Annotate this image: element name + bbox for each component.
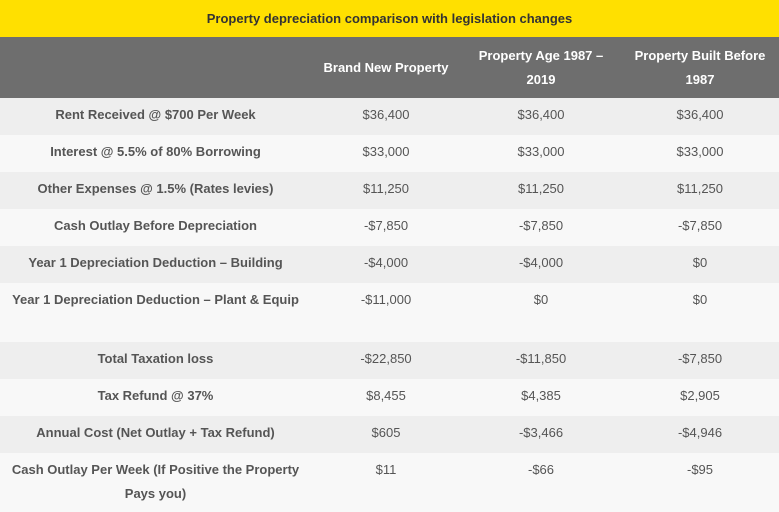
- table-row: Annual Cost (Net Outlay + Tax Refund) $6…: [0, 416, 779, 453]
- cell-brand-new: -$22,850: [360, 351, 412, 366]
- table-row: Interest @ 5.5% of 80% Borrowing $33,000…: [0, 135, 779, 172]
- header-blank: [0, 37, 311, 98]
- header-row: Brand New Property Property Age 1987 – 2…: [0, 37, 779, 98]
- cell-age-1987-2019: $4,385: [521, 388, 561, 403]
- header-brand-new: Brand New Property: [311, 37, 461, 98]
- cell-before-1987: -$95: [686, 462, 714, 477]
- cell-before-1987: -$4,946: [677, 425, 723, 440]
- row-label: Tax Refund @ 37%: [97, 388, 214, 403]
- table-row: Year 1 Depreciation Deduction – Building…: [0, 246, 779, 283]
- cell-brand-new: -$11,000: [360, 292, 412, 307]
- row-label: Annual Cost (Net Outlay + Tax Refund): [36, 425, 275, 440]
- table-row: Cash Outlay Before Depreciation -$7,850 …: [0, 209, 779, 246]
- header-before-1987: Property Built Before 1987: [621, 37, 779, 98]
- table-body: Rent Received @ $700 Per Week $36,400 $3…: [0, 98, 779, 512]
- row-label: Cash Outlay Per Week (If Positive the Pr…: [11, 462, 300, 501]
- cell-age-1987-2019: $0: [533, 292, 549, 307]
- cell-brand-new: $36,400: [362, 107, 410, 122]
- cell-age-1987-2019: -$66: [527, 462, 555, 477]
- cell-before-1987: $0: [692, 255, 708, 270]
- cell-before-1987: $11,250: [676, 181, 724, 196]
- table-header: Brand New Property Property Age 1987 – 2…: [0, 37, 779, 98]
- cell-age-1987-2019: $33,000: [517, 144, 565, 159]
- row-label: Other Expenses @ 1.5% (Rates levies): [37, 181, 274, 196]
- cell-before-1987: -$7,850: [677, 351, 723, 366]
- cell-age-1987-2019: $11,250: [517, 181, 565, 196]
- cell-brand-new: $33,000: [362, 144, 410, 159]
- row-label: Year 1 Depreciation Deduction – Building: [28, 255, 283, 270]
- cell-age-1987-2019: -$4,000: [518, 255, 564, 270]
- row-label: Rent Received @ $700 Per Week: [55, 107, 256, 122]
- table-row: Year 1 Depreciation Deduction – Plant & …: [0, 283, 779, 342]
- row-label: Interest @ 5.5% of 80% Borrowing: [50, 144, 261, 159]
- cell-brand-new: $605: [371, 425, 401, 440]
- cell-age-1987-2019: -$11,850: [515, 351, 567, 366]
- row-label: Total Taxation loss: [97, 351, 214, 366]
- cell-brand-new: $11: [375, 462, 397, 477]
- table-row: Total Taxation loss -$22,850 -$11,850 -$…: [0, 342, 779, 379]
- cell-before-1987: $0: [692, 292, 708, 307]
- cell-age-1987-2019: -$7,850: [518, 218, 564, 233]
- header-age-1987-2019: Property Age 1987 – 2019: [461, 37, 621, 98]
- row-label: Year 1 Depreciation Deduction – Plant & …: [12, 292, 299, 307]
- cell-before-1987: $33,000: [676, 144, 724, 159]
- table-row: Cash Outlay Per Week (If Positive the Pr…: [0, 453, 779, 512]
- cell-brand-new: $8,455: [366, 388, 406, 403]
- table-row: Tax Refund @ 37% $8,455 $4,385 $2,905: [0, 379, 779, 416]
- table-row: Rent Received @ $700 Per Week $36,400 $3…: [0, 98, 779, 135]
- cell-brand-new: -$7,850: [363, 218, 409, 233]
- cell-brand-new: $11,250: [362, 181, 410, 196]
- table-title: Property depreciation comparison with le…: [0, 0, 779, 37]
- row-label: Cash Outlay Before Depreciation: [54, 218, 257, 233]
- cell-before-1987: $2,905: [680, 388, 720, 403]
- depreciation-comparison-table: Brand New Property Property Age 1987 – 2…: [0, 37, 779, 512]
- cell-age-1987-2019: -$3,466: [518, 425, 564, 440]
- cell-before-1987: -$7,850: [677, 218, 723, 233]
- cell-brand-new: -$4,000: [363, 255, 409, 270]
- cell-age-1987-2019: $36,400: [517, 107, 565, 122]
- cell-before-1987: $36,400: [676, 107, 724, 122]
- table-row: Other Expenses @ 1.5% (Rates levies) $11…: [0, 172, 779, 209]
